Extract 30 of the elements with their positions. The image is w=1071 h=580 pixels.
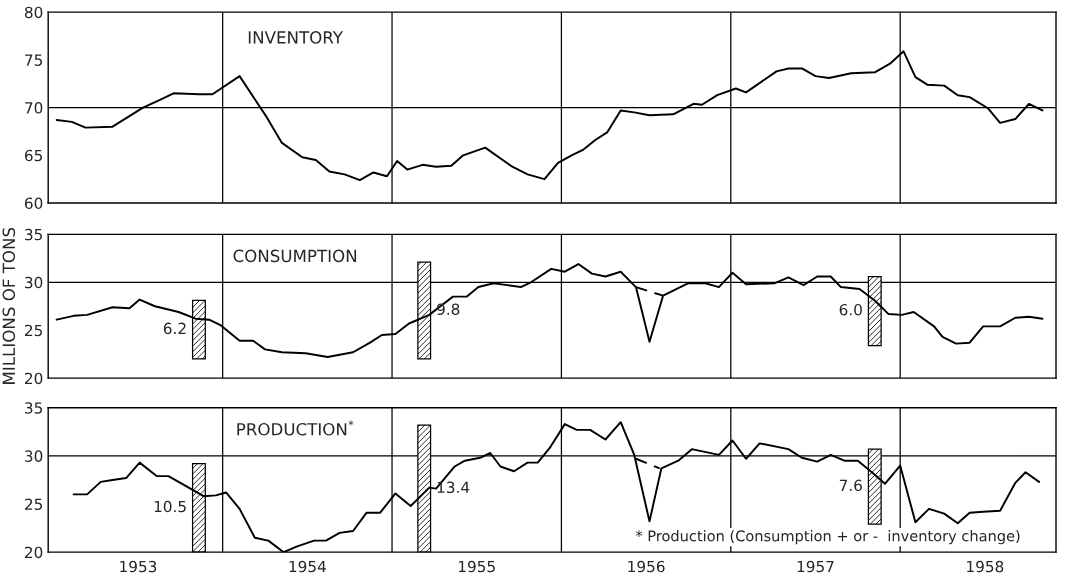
text: INVENTORY (248, 31, 344, 44)
y-tick-label: 70 (25, 102, 43, 114)
x-tick-label: 1956 (628, 560, 665, 573)
annotation: 10.5 (154, 500, 186, 513)
y-tick-label: 25 (25, 498, 42, 511)
x-tick-label: 1954 (289, 560, 326, 573)
text: PRODUCTION$^{*}$ (237, 420, 354, 436)
y-axis-title: MILLIONS OF TONS (2, 227, 16, 384)
y-tick-label: 30 (25, 276, 43, 289)
y-tick-label: 65 (24, 149, 42, 162)
y-tick-label: 20 (25, 372, 43, 385)
x-tick-label: 1955 (458, 560, 495, 573)
y-tick-label: 30 (25, 450, 43, 462)
annotation: * Production (Consumption + or - inventory change) (635, 530, 1020, 545)
y-tick-label: 60 (24, 197, 43, 210)
x-tick-label: 1957 (797, 560, 834, 573)
y-tick-label: 20 (25, 546, 43, 559)
x-tick-label: 1953 (120, 560, 157, 573)
annotation: 7.6 (839, 479, 862, 492)
annotation: 6.2 (163, 322, 186, 335)
annotation: 13.4 (437, 481, 470, 494)
y-tick-label: 35 (25, 402, 42, 414)
annotation: 9.8 (437, 303, 460, 315)
text: CONSUMPTION (233, 249, 357, 263)
y-tick-label: 35 (25, 228, 42, 241)
x-tick-label: 1958 (967, 560, 1004, 573)
y-tick-label: 25 (25, 324, 42, 337)
annotation: 6.0 (839, 303, 862, 316)
y-tick-label: 80 (24, 6, 43, 19)
y-tick-label: 75 (25, 54, 42, 66)
